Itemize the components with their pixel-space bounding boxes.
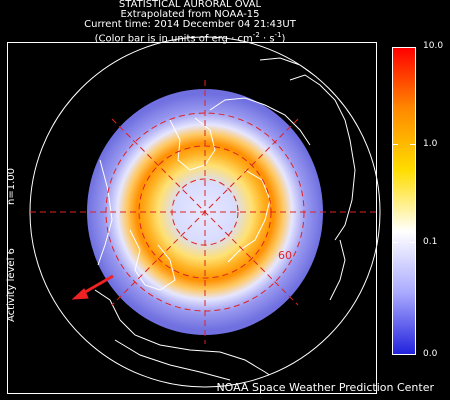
units-mid: · s	[259, 33, 275, 45]
colorbar-tick-left	[392, 144, 398, 145]
coastlines	[94, 57, 356, 386]
colorbar-tick-right	[410, 144, 416, 145]
units-suffix: )	[281, 33, 286, 45]
units-prefix: (Color bar is in units of erg · cm	[94, 33, 253, 45]
meridian-grid	[30, 80, 380, 344]
colorbar-label-1: 1.0	[423, 139, 438, 149]
footer-credit: NOAA Space Weather Prediction Center	[216, 381, 434, 394]
colorbar-tick-left	[392, 242, 398, 243]
n-value-label: n=1.00	[6, 168, 17, 205]
sun-direction-arrow	[71, 274, 114, 300]
units-sup2: -1	[274, 31, 282, 39]
activity-level-label: Activity level 6	[6, 248, 17, 322]
colorbar-label-10: 10.0	[423, 41, 444, 51]
header-title: STATISTICAL AURORAL OVAL	[118, 0, 262, 10]
header-source: Extrapolated from NOAA-15	[120, 9, 260, 20]
header-units: (Color bar is in units of erg · cm-2 · s…	[0, 30, 380, 44]
colorbar-tick-right	[410, 242, 416, 243]
colorbar	[392, 47, 416, 355]
map-header: STATISTICAL AURORAL OVAL Extrapolated fr…	[0, 0, 380, 44]
colorbar-label-0: 0.0	[423, 349, 438, 359]
latitude-label: 60	[278, 249, 292, 262]
units-sup1: -2	[252, 31, 260, 39]
header-time: Current time: 2014 December 04 21:43UT	[84, 19, 296, 30]
colorbar-label-0-1: 0.1	[423, 237, 438, 247]
